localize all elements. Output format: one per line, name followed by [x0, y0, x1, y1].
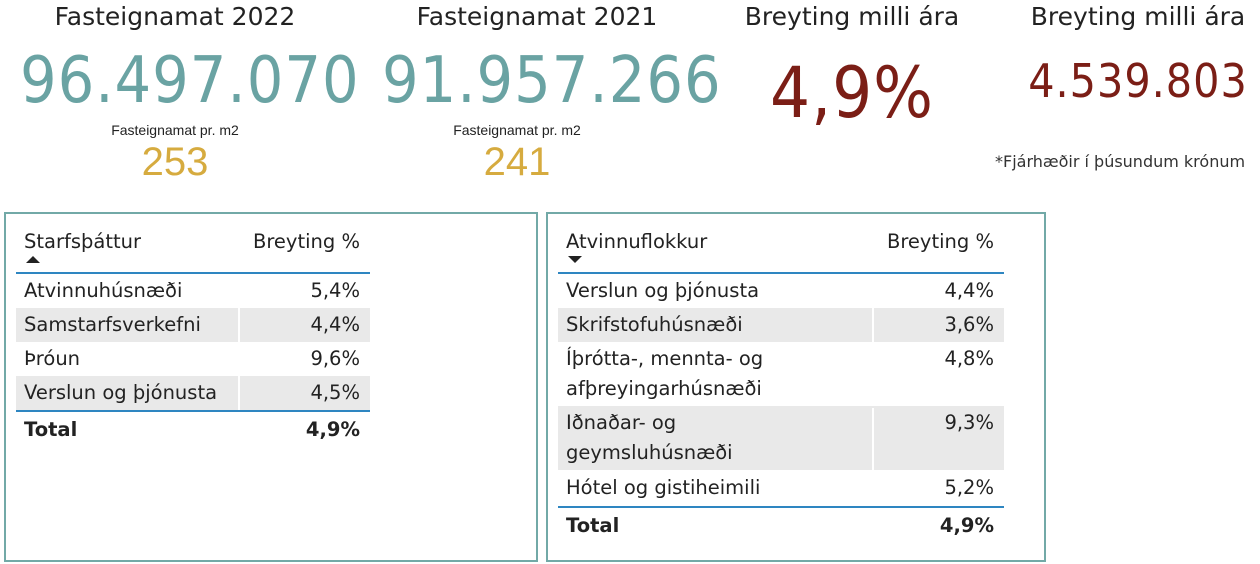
- row-value: 5,4%: [310, 279, 360, 302]
- row-label: Þróun: [16, 342, 240, 376]
- row-value: 4,4%: [310, 313, 360, 336]
- kpi-change-pct-value: 4,9%: [770, 52, 934, 134]
- row-label: Íþrótta-, mennta- og afþreyingarhúsnæði: [558, 344, 874, 406]
- kpi-2022-value: 96.497.070: [20, 44, 360, 118]
- atvinnuflokkur-card: Atvinnuflokkur Breyting % Verslun og þjó…: [546, 212, 1046, 562]
- sort-ascending-icon[interactable]: [26, 256, 40, 263]
- column-header-starfsthattur[interactable]: Starfsþáttur: [24, 230, 142, 253]
- table-total-row: Total 4,9%: [558, 506, 1004, 542]
- table-total-row: Total 4,9%: [16, 410, 370, 446]
- kpi-change-abs-value: 4.539.803: [1028, 54, 1248, 108]
- kpi-2022-per-m2-value: 253: [141, 140, 209, 184]
- row-value: 4,4%: [944, 279, 994, 302]
- kpi-2021-title: Fasteignamat 2021: [416, 2, 658, 31]
- row-label: Atvinnuhúsnæði: [16, 274, 240, 308]
- starfsthattur-table: Starfsþáttur Breyting % Atvinnuhúsnæði 5…: [16, 214, 370, 446]
- kpi-2021-per-m2-value: 241: [483, 140, 551, 184]
- table-row[interactable]: Samstarfsverkefni 4,4%: [16, 308, 370, 342]
- total-value: 4,9%: [939, 514, 994, 537]
- table-row[interactable]: Atvinnuhúsnæði 5,4%: [16, 274, 370, 308]
- sort-descending-icon[interactable]: [568, 256, 582, 263]
- table-header: Starfsþáttur Breyting %: [16, 214, 370, 274]
- table-row[interactable]: Skrifstofuhúsnæði 3,6%: [558, 308, 1004, 342]
- row-value: 9,6%: [310, 347, 360, 370]
- total-label: Total: [16, 412, 240, 446]
- row-label: Hótel og gistiheimili: [558, 470, 874, 506]
- kpi-2021-per-m2-label: Fasteignamat pr. m2: [453, 122, 581, 138]
- amount-note: *Fjárhæðir í þúsundum krónum: [995, 152, 1246, 171]
- table-row[interactable]: Verslun og þjónusta 4,5%: [16, 376, 370, 410]
- atvinnuflokkur-table: Atvinnuflokkur Breyting % Verslun og þjó…: [558, 214, 1004, 542]
- kpi-2022-title: Fasteignamat 2022: [54, 2, 296, 31]
- starfsthattur-card: Starfsþáttur Breyting % Atvinnuhúsnæði 5…: [4, 212, 538, 562]
- row-label: Skrifstofuhúsnæði: [558, 308, 874, 342]
- row-value: 4,5%: [310, 381, 360, 404]
- table-row[interactable]: Íþrótta-, mennta- og afþreyingarhúsnæði …: [558, 342, 1004, 406]
- row-label: Verslun og þjónusta: [558, 274, 874, 308]
- row-value: 4,8%: [944, 347, 994, 370]
- kpi-2022-per-m2-label: Fasteignamat pr. m2: [111, 122, 239, 138]
- table-row[interactable]: Verslun og þjónusta 4,4%: [558, 274, 1004, 308]
- column-header-breyting[interactable]: Breyting %: [252, 230, 360, 253]
- row-value: 3,6%: [944, 313, 994, 336]
- row-label: Verslun og þjónusta: [16, 376, 240, 410]
- row-label: Samstarfsverkefni: [16, 308, 240, 342]
- kpi-change-abs-title: Breyting milli ára: [1030, 2, 1246, 31]
- table-row[interactable]: Iðnaðar- og geymsluhúsnæði 9,3%: [558, 406, 1004, 470]
- table-row[interactable]: Hótel og gistiheimili 5,2%: [558, 470, 1004, 506]
- total-label: Total: [558, 508, 874, 542]
- table-row[interactable]: Þróun 9,6%: [16, 342, 370, 376]
- kpi-2021-value: 91.957.266: [382, 44, 722, 118]
- kpi-change-pct-title: Breyting milli ára: [744, 2, 960, 31]
- table-header: Atvinnuflokkur Breyting %: [558, 214, 1004, 274]
- total-value: 4,9%: [305, 418, 360, 441]
- row-value: 5,2%: [944, 476, 994, 499]
- row-label: Iðnaðar- og geymsluhúsnæði: [558, 408, 874, 470]
- column-header-atvinnuflokkur[interactable]: Atvinnuflokkur: [566, 230, 708, 253]
- column-header-breyting[interactable]: Breyting %: [886, 230, 994, 253]
- row-value: 9,3%: [944, 411, 994, 434]
